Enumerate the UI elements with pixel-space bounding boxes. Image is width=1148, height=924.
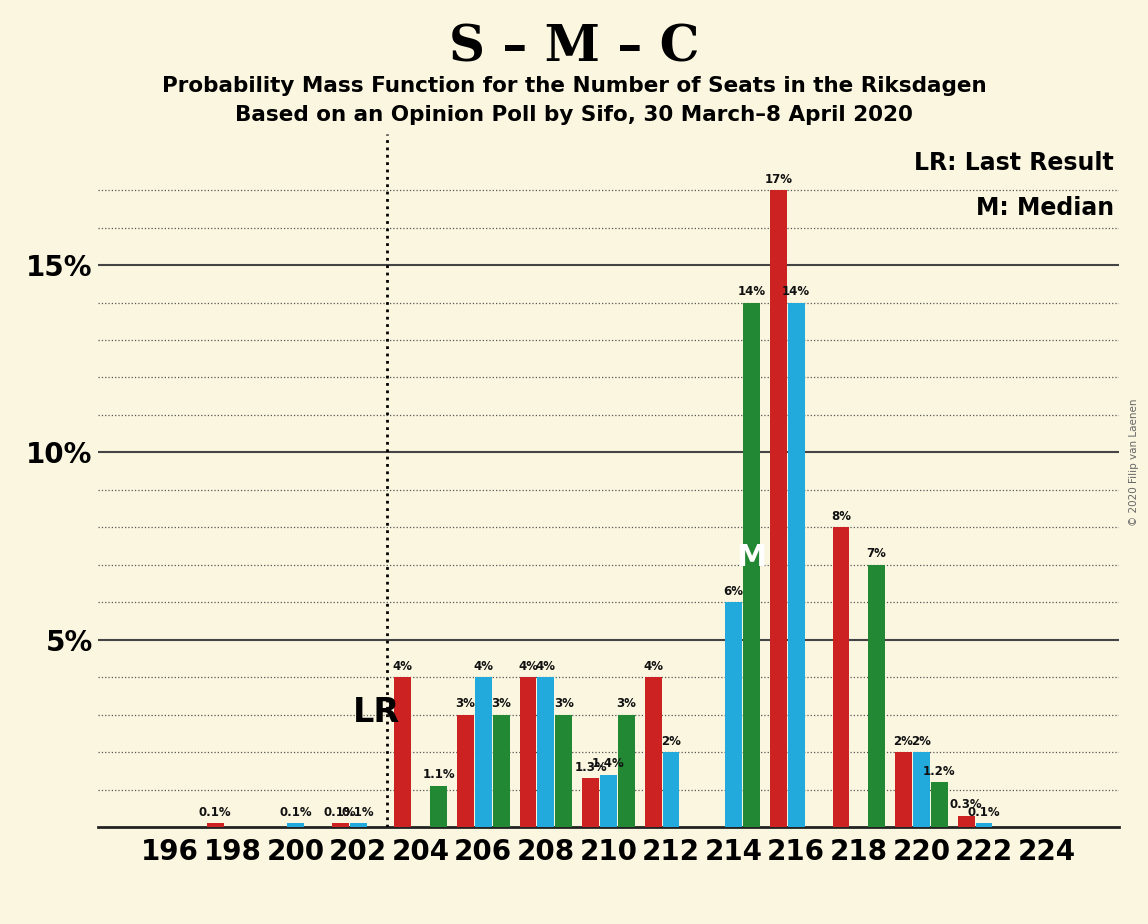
Text: 4%: 4% [518, 660, 538, 673]
Text: 1.1%: 1.1% [422, 768, 455, 782]
Bar [618, 714, 635, 827]
Text: S – M – C: S – M – C [449, 23, 699, 72]
Text: 8%: 8% [831, 510, 851, 523]
Text: 0.3%: 0.3% [949, 798, 983, 811]
Text: Based on an Opinion Poll by Sifo, 30 March–8 April 2020: Based on an Opinion Poll by Sifo, 30 Mar… [235, 105, 913, 126]
Text: 14%: 14% [782, 285, 810, 298]
Bar [770, 190, 786, 827]
Bar [556, 714, 572, 827]
Text: 2%: 2% [912, 735, 931, 748]
Bar [207, 823, 224, 827]
Text: 1.3%: 1.3% [574, 760, 607, 773]
Text: LR: Last Result: LR: Last Result [915, 152, 1115, 176]
Text: 7%: 7% [867, 547, 886, 560]
Bar [976, 823, 992, 827]
Text: 3%: 3% [553, 697, 574, 711]
Text: 4%: 4% [536, 660, 556, 673]
Bar [430, 785, 447, 827]
Text: 2%: 2% [661, 735, 681, 748]
Text: 0.1%: 0.1% [324, 806, 357, 819]
Bar [332, 823, 349, 827]
Bar [832, 528, 850, 827]
Bar [895, 752, 912, 827]
Bar [537, 677, 554, 827]
Text: 2%: 2% [893, 735, 914, 748]
Bar [788, 302, 805, 827]
Text: LR: LR [354, 696, 401, 729]
Text: 3%: 3% [456, 697, 475, 711]
Text: 4%: 4% [643, 660, 664, 673]
Text: 0.1%: 0.1% [968, 806, 1000, 819]
Text: 3%: 3% [616, 697, 636, 711]
Bar [913, 752, 930, 827]
Text: 6%: 6% [723, 585, 744, 598]
Bar [457, 714, 474, 827]
Text: 0.1%: 0.1% [199, 806, 232, 819]
Text: Probability Mass Function for the Number of Seats in the Riksdagen: Probability Mass Function for the Number… [162, 76, 986, 96]
Bar [931, 782, 948, 827]
Text: 1.2%: 1.2% [923, 764, 955, 777]
Bar [492, 714, 510, 827]
Bar [868, 565, 885, 827]
Bar [645, 677, 661, 827]
Text: © 2020 Filip van Laenen: © 2020 Filip van Laenen [1130, 398, 1139, 526]
Bar [743, 302, 760, 827]
Bar [350, 823, 366, 827]
Bar [600, 774, 616, 827]
Bar [662, 752, 680, 827]
Text: 0.1%: 0.1% [279, 806, 312, 819]
Text: M: Median: M: Median [976, 197, 1115, 220]
Bar [520, 677, 536, 827]
Text: 3%: 3% [491, 697, 511, 711]
Bar [957, 816, 975, 827]
Text: 4%: 4% [473, 660, 494, 673]
Bar [582, 778, 599, 827]
Text: 1.4%: 1.4% [592, 757, 625, 770]
Bar [475, 677, 491, 827]
Text: M: M [736, 542, 767, 572]
Bar [726, 602, 742, 827]
Bar [287, 823, 304, 827]
Text: 4%: 4% [393, 660, 413, 673]
Bar [395, 677, 411, 827]
Text: 0.1%: 0.1% [342, 806, 374, 819]
Text: 17%: 17% [765, 173, 792, 186]
Text: 14%: 14% [737, 285, 766, 298]
